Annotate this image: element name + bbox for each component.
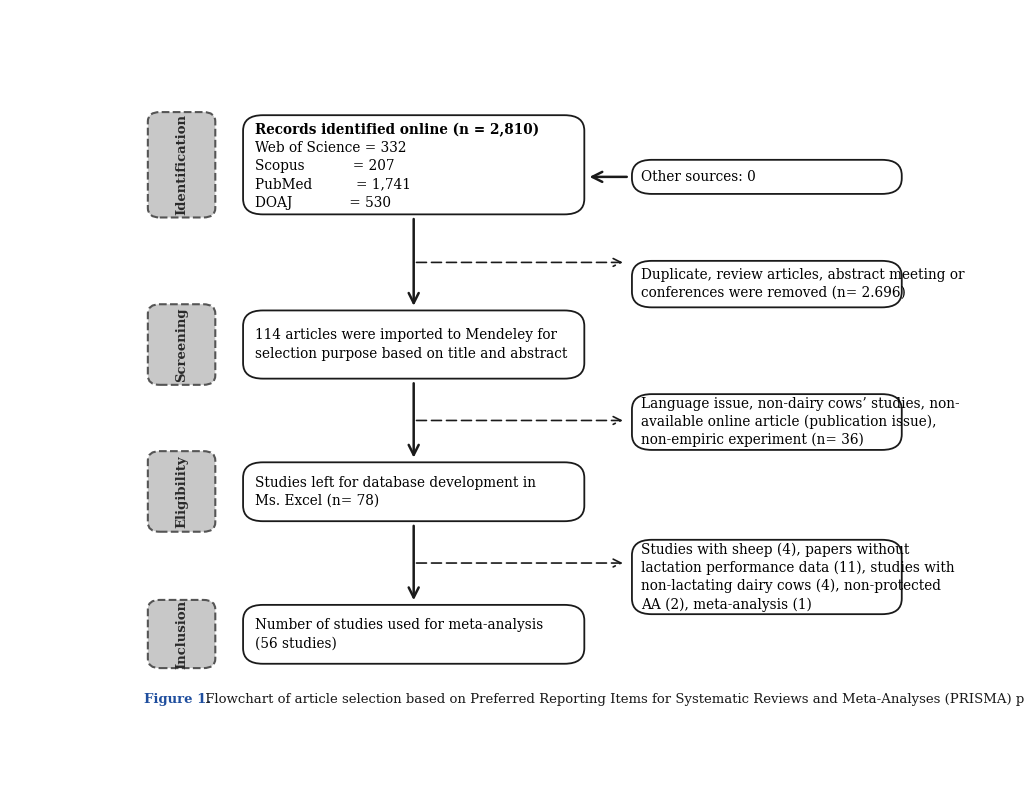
Text: 114 articles were imported to Mendeley for
selection purpose based on title and : 114 articles were imported to Mendeley f…: [255, 328, 567, 361]
Text: Studies with sheep (4), papers without
lactation performance data (11), studies : Studies with sheep (4), papers without l…: [641, 543, 955, 612]
FancyBboxPatch shape: [243, 115, 585, 214]
Text: Language issue, non-dairy cows’ studies, non-
available online article (publicat: Language issue, non-dairy cows’ studies,…: [641, 397, 961, 448]
Text: Inclusion: Inclusion: [175, 600, 188, 669]
Text: Web of Science = 332
Scopus           = 207
PubMed          = 1,741
DOAJ        : Web of Science = 332 Scopus = 207 PubMed…: [255, 141, 411, 210]
Text: Screening: Screening: [175, 308, 188, 382]
Text: Eligibility: Eligibility: [175, 455, 188, 528]
FancyBboxPatch shape: [147, 112, 215, 217]
Text: Number of studies used for meta-analysis
(56 studies): Number of studies used for meta-analysis…: [255, 618, 543, 650]
FancyBboxPatch shape: [147, 304, 215, 385]
FancyBboxPatch shape: [243, 311, 585, 378]
FancyBboxPatch shape: [632, 394, 902, 450]
FancyBboxPatch shape: [632, 261, 902, 308]
FancyBboxPatch shape: [243, 605, 585, 664]
Text: Records identified online (n = 2,810): Records identified online (n = 2,810): [255, 123, 539, 138]
FancyBboxPatch shape: [147, 600, 215, 668]
Text: Other sources: 0: Other sources: 0: [641, 170, 756, 184]
FancyBboxPatch shape: [632, 540, 902, 614]
Text: Duplicate, review articles, abstract meeting or
conferences were removed (n= 2.6: Duplicate, review articles, abstract mee…: [641, 268, 965, 300]
Text: Studies left for database development in
Ms. Excel (n= 78): Studies left for database development in…: [255, 476, 536, 508]
FancyBboxPatch shape: [632, 160, 902, 194]
FancyBboxPatch shape: [243, 462, 585, 521]
Text: Figure 1.: Figure 1.: [143, 692, 211, 706]
Text: Flowchart of article selection based on Preferred Reporting Items for Systematic: Flowchart of article selection based on …: [201, 692, 1024, 706]
Text: Identification: Identification: [175, 114, 188, 215]
FancyBboxPatch shape: [147, 451, 215, 532]
